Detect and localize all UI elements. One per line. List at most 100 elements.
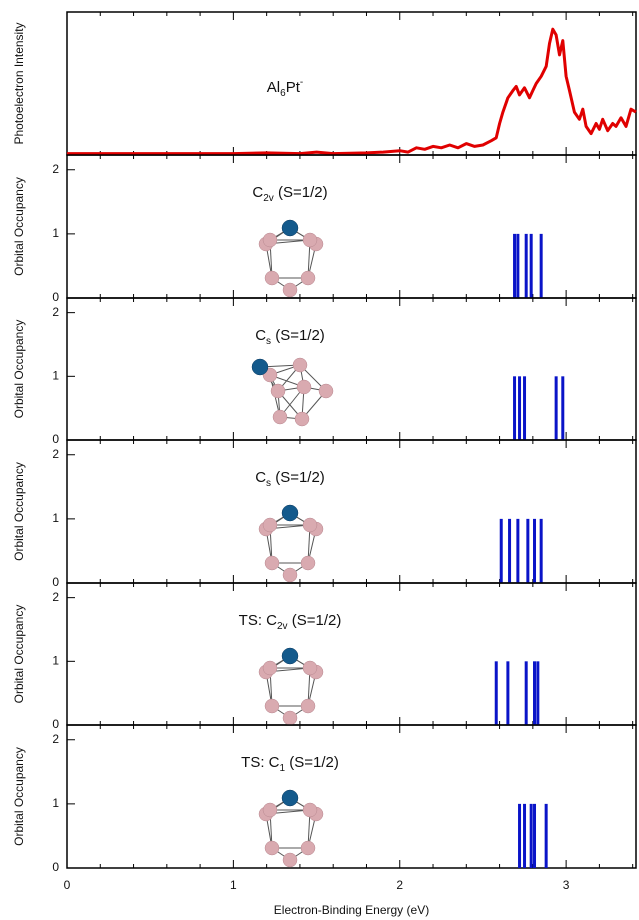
orbital-stick — [526, 519, 529, 583]
al-atom — [265, 271, 279, 285]
label-part: Pt — [286, 79, 301, 96]
y-axis-title: Orbital Occupancy — [12, 177, 26, 276]
panel-label: TS: C2v (S=1/2) — [239, 612, 342, 632]
label-part: (S=1/2) — [288, 612, 342, 629]
y-tick-label: 2 — [52, 732, 59, 746]
y-axis-title: Orbital Occupancy — [12, 605, 26, 704]
label-part: 2v — [277, 621, 288, 632]
orbital-stick — [516, 234, 519, 298]
y-tick-label: 2 — [52, 447, 59, 461]
y-axis-title: Orbital Occupancy — [12, 320, 26, 419]
y-tick-label: 0 — [52, 432, 59, 446]
x-tick-label: 0 — [64, 878, 71, 892]
al-atom — [271, 384, 285, 398]
label-part: (S=1/2) — [274, 184, 328, 201]
panel-frame — [67, 725, 636, 868]
pt-atom — [282, 790, 298, 806]
label-part: C — [252, 184, 263, 201]
al-atom — [303, 661, 317, 675]
y-tick-label: 0 — [52, 290, 59, 304]
al-atom — [297, 380, 311, 394]
y-tick-label: 1 — [52, 368, 59, 382]
panel-label: Cs (S=1/2) — [255, 469, 325, 489]
al-atom — [283, 853, 297, 867]
al-atom — [295, 412, 309, 426]
y-tick-label: 1 — [52, 226, 59, 240]
y-tick-label: 2 — [52, 162, 59, 176]
label-part: - — [300, 77, 303, 88]
orbital-stick — [525, 234, 528, 298]
orbital-stick — [536, 661, 539, 725]
panel-label: Cs (S=1/2) — [255, 327, 325, 347]
label-part: (S=1/2) — [271, 327, 325, 344]
y-tick-label: 1 — [52, 653, 59, 667]
y-tick-label: 0 — [52, 717, 59, 731]
al-atom — [265, 841, 279, 855]
orbital-stick — [533, 804, 536, 868]
orbital-stick — [506, 661, 509, 725]
al-atom — [263, 803, 277, 817]
al-atom — [263, 233, 277, 247]
pt-atom — [282, 648, 298, 664]
al-atom — [265, 556, 279, 570]
panel-frame — [67, 298, 636, 440]
al-atom — [283, 711, 297, 725]
x-tick-label: 2 — [396, 878, 403, 892]
orbital-stick — [500, 519, 503, 583]
panel-label: TS: C1 (S=1/2) — [241, 754, 339, 774]
orbital-stick — [518, 376, 521, 440]
orbital-stick — [513, 234, 516, 298]
al-atom — [273, 410, 287, 424]
orbital-stick — [525, 661, 528, 725]
pt-atom — [252, 359, 268, 375]
cluster — [259, 648, 323, 725]
y-tick-label: 1 — [52, 796, 59, 810]
orbital-stick — [513, 376, 516, 440]
spectrum-line — [67, 29, 636, 153]
y-tick-label: 2 — [52, 305, 59, 319]
orbital-stick — [555, 376, 558, 440]
panel-label: Al6Pt- — [267, 77, 303, 99]
label-part: TS: C — [241, 754, 280, 771]
figure: Photoelectron IntensityAl6Pt-012Orbital … — [0, 0, 639, 920]
al-atom — [263, 661, 277, 675]
label-part: Al — [267, 79, 280, 96]
pt-atom — [282, 505, 298, 521]
cluster — [259, 790, 323, 867]
y-axis-title: Orbital Occupancy — [12, 462, 26, 561]
al-atom — [263, 518, 277, 532]
panel-label: C2v (S=1/2) — [252, 184, 327, 204]
al-atom — [301, 699, 315, 713]
label-part: TS: C — [239, 612, 278, 629]
al-atom — [303, 803, 317, 817]
orbital-stick — [516, 519, 519, 583]
cluster — [259, 220, 323, 297]
orbital-stick — [530, 804, 533, 868]
orbital-stick — [545, 804, 548, 868]
y-tick-label: 2 — [52, 590, 59, 604]
label-part: C — [255, 327, 266, 344]
y-tick-label: 0 — [52, 860, 59, 874]
label-part: (S=1/2) — [285, 754, 339, 771]
y-tick-label: 0 — [52, 575, 59, 589]
x-axis-title: Electron-Binding Energy (eV) — [274, 903, 429, 917]
al-atom — [301, 271, 315, 285]
x-tick-label: 3 — [563, 878, 570, 892]
al-atom — [265, 699, 279, 713]
cluster — [259, 505, 323, 582]
orbital-stick — [530, 234, 533, 298]
cluster — [252, 358, 333, 426]
x-tick-label: 1 — [230, 878, 237, 892]
label-part: C — [255, 469, 266, 486]
label-part: 2v — [263, 193, 274, 204]
orbital-stick — [495, 661, 498, 725]
panel-frame — [67, 155, 636, 298]
y-tick-label: 1 — [52, 511, 59, 525]
label-part: (S=1/2) — [271, 469, 325, 486]
al-atom — [283, 283, 297, 297]
al-atom — [301, 556, 315, 570]
orbital-stick — [508, 519, 511, 583]
al-atom — [303, 233, 317, 247]
orbital-stick — [533, 661, 536, 725]
orbital-stick — [540, 519, 543, 583]
